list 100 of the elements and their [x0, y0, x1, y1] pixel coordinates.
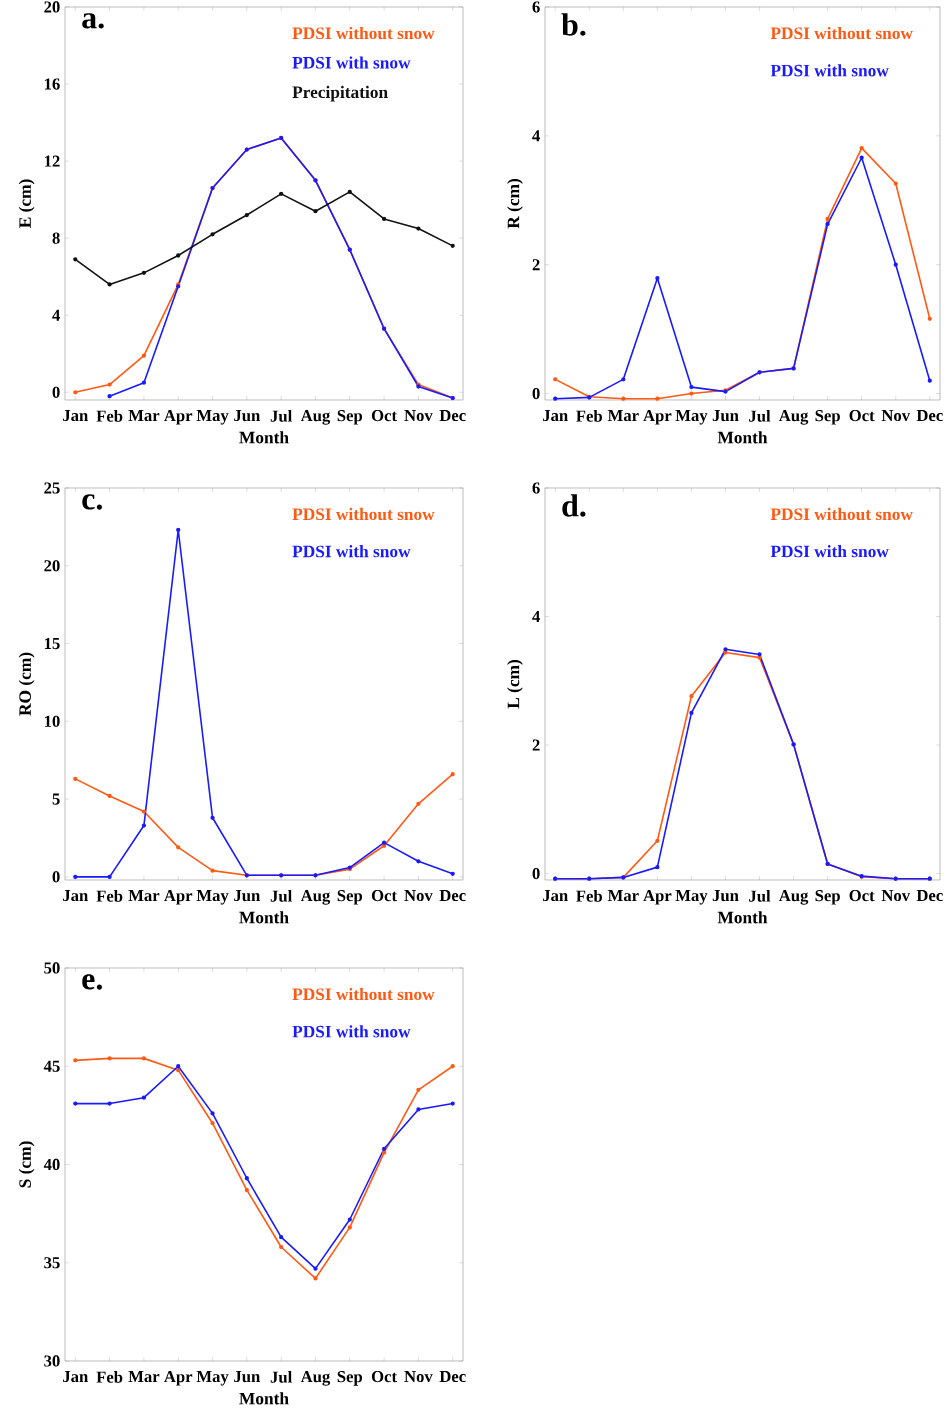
y-axis-title: R (cm)	[507, 179, 523, 229]
text: PDSI with snow	[292, 56, 411, 69]
x-tick-label: Dec	[439, 890, 466, 902]
x-tick-label: Mar	[607, 410, 639, 422]
x-tick-label: Nov	[404, 1371, 433, 1383]
y-tick-label: 35	[44, 1257, 60, 1269]
y-tick-label: 0	[52, 386, 60, 398]
x-tick-label: Feb	[96, 1371, 123, 1383]
y-tick-label: 0	[52, 871, 60, 883]
x-tick-label: Jul	[270, 410, 292, 422]
x-tick-label: Aug	[778, 410, 809, 425]
chart-title: c.	[82, 494, 102, 510]
x-tick-label: Aug	[778, 890, 809, 905]
x-tick-label: Oct	[371, 1371, 397, 1383]
x-tick-label: Apr	[643, 410, 672, 425]
text: PDSI without snow	[770, 26, 913, 40]
text: PDSI without snow	[292, 26, 435, 40]
y-tick-label: 6	[532, 1, 540, 13]
x-axis-title: Month	[717, 911, 768, 924]
y-tick-label: 45	[43, 1060, 60, 1072]
x-tick-label: Dec	[439, 410, 466, 422]
x-tick-label: Oct	[849, 410, 875, 422]
x-tick-label: Jan	[63, 890, 88, 902]
chart-title: b.	[561, 13, 586, 36]
x-tick-label: Feb	[576, 410, 603, 422]
x-tick-label: Sep	[337, 410, 363, 425]
y-tick-label: 5	[52, 793, 60, 805]
y-axis-title: L (cm)	[507, 659, 523, 709]
text: PDSI without snow	[770, 507, 913, 521]
y-tick-label: 6	[532, 482, 540, 494]
text: PDSI with snow	[770, 64, 889, 77]
x-tick-label: Nov	[881, 410, 911, 422]
y-axis-title: S (cm)	[18, 1141, 35, 1188]
x-tick-label: May	[196, 890, 229, 905]
y-tick-label: 16	[44, 78, 60, 90]
text: PDSI with snow	[292, 1025, 411, 1038]
x-tick-label: Oct	[371, 890, 397, 902]
y-tick-label: 2	[532, 739, 540, 751]
y-tick-label: 30	[44, 1355, 60, 1367]
x-tick-label: May	[196, 410, 229, 425]
x-axis-title: Month	[239, 1392, 289, 1405]
x-tick-label: Mar	[607, 890, 639, 902]
x-tick-label: Oct	[371, 410, 397, 422]
x-tick-label: Feb	[96, 890, 123, 902]
x-tick-label: Jun	[234, 410, 261, 422]
x-tick-label: Dec	[439, 1371, 466, 1383]
y-tick-label: 15	[44, 637, 60, 650]
text: PDSI without snow	[292, 507, 435, 521]
x-tick-label: Mar	[128, 890, 160, 902]
text: PDSI without snow	[292, 987, 435, 1001]
x-tick-label: Sep	[337, 890, 363, 905]
x-tick-label: Mar	[128, 410, 160, 422]
x-tick-label: Aug	[300, 890, 331, 905]
x-axis-title: Month	[717, 431, 768, 444]
x-tick-label: Jan	[63, 1371, 88, 1383]
x-tick-label: Apr	[164, 1371, 193, 1386]
x-tick-label: Jan	[542, 890, 568, 902]
y-tick-label: 0	[532, 387, 540, 400]
x-tick-label: May	[196, 1371, 229, 1386]
x-tick-label: Sep	[337, 1371, 363, 1386]
x-tick-label: Apr	[643, 890, 672, 905]
y-tick-label: 4	[532, 611, 540, 622]
x-tick-label: Nov	[404, 890, 433, 902]
y-tick-label: 20	[44, 1, 60, 13]
y-tick-label: 12	[44, 155, 60, 167]
x-tick-label: Jun	[234, 890, 261, 902]
y-tick-label: 25	[44, 482, 60, 494]
x-tick-label: Oct	[849, 890, 875, 902]
chart-title: a.	[82, 13, 104, 29]
x-tick-label: Feb	[576, 890, 603, 902]
x-tick-label: Jun	[712, 410, 739, 422]
chart-title: e.	[82, 974, 102, 990]
x-tick-label: Jan	[542, 410, 568, 422]
x-tick-label: Sep	[815, 410, 840, 425]
x-tick-label: Mar	[128, 1371, 160, 1383]
x-tick-label: Apr	[164, 890, 193, 905]
x-tick-label: Jun	[234, 1371, 261, 1383]
y-tick-label: 4	[52, 309, 60, 321]
x-tick-label: Jul	[270, 1371, 292, 1383]
y-axis-title: E (cm)	[18, 179, 35, 228]
x-tick-label: Nov	[881, 890, 911, 902]
x-tick-label: Jul	[270, 890, 292, 902]
y-tick-label: 8	[52, 232, 60, 244]
x-tick-label: Aug	[300, 410, 331, 425]
x-tick-label: Jul	[749, 890, 771, 902]
x-tick-label: Dec	[916, 890, 943, 902]
x-tick-label: Sep	[815, 890, 840, 905]
x-axis-title: Month	[239, 911, 289, 924]
x-tick-label: May	[675, 890, 708, 905]
y-tick-label: 20	[44, 560, 60, 572]
chart-title: d.	[562, 494, 586, 517]
y-tick-label: 10	[44, 715, 60, 727]
x-tick-label: Apr	[164, 410, 193, 425]
x-axis-title: Month	[239, 431, 289, 444]
y-tick-label: 50	[44, 962, 60, 974]
text: PDSI with snow	[770, 545, 889, 558]
x-tick-label: Feb	[96, 410, 123, 422]
text: PDSI with snow	[292, 545, 411, 558]
y-tick-label: 2	[532, 259, 540, 271]
x-tick-label: Jan	[63, 410, 88, 422]
